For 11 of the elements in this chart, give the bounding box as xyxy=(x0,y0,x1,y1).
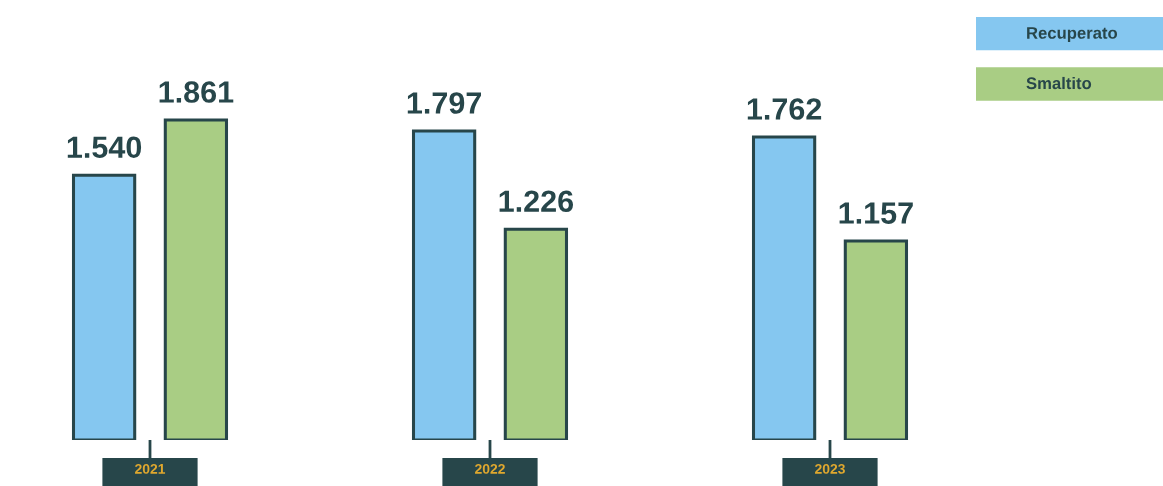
data-label: 1.157 xyxy=(839,202,913,224)
x-tick-label: 2022 xyxy=(475,463,505,474)
x-tick-label: 2021 xyxy=(135,463,166,474)
data-label: 1.226 xyxy=(499,190,574,213)
data-label: 1.540 xyxy=(67,136,142,159)
data-label: 1.861 xyxy=(159,81,234,103)
data-label: 1.797 xyxy=(407,92,481,114)
data-label: 1.762 xyxy=(747,98,822,120)
text: Recuperato xyxy=(1027,27,1118,43)
x-tick-label: 2023 xyxy=(815,463,845,474)
text: Smaltito xyxy=(1026,76,1092,90)
